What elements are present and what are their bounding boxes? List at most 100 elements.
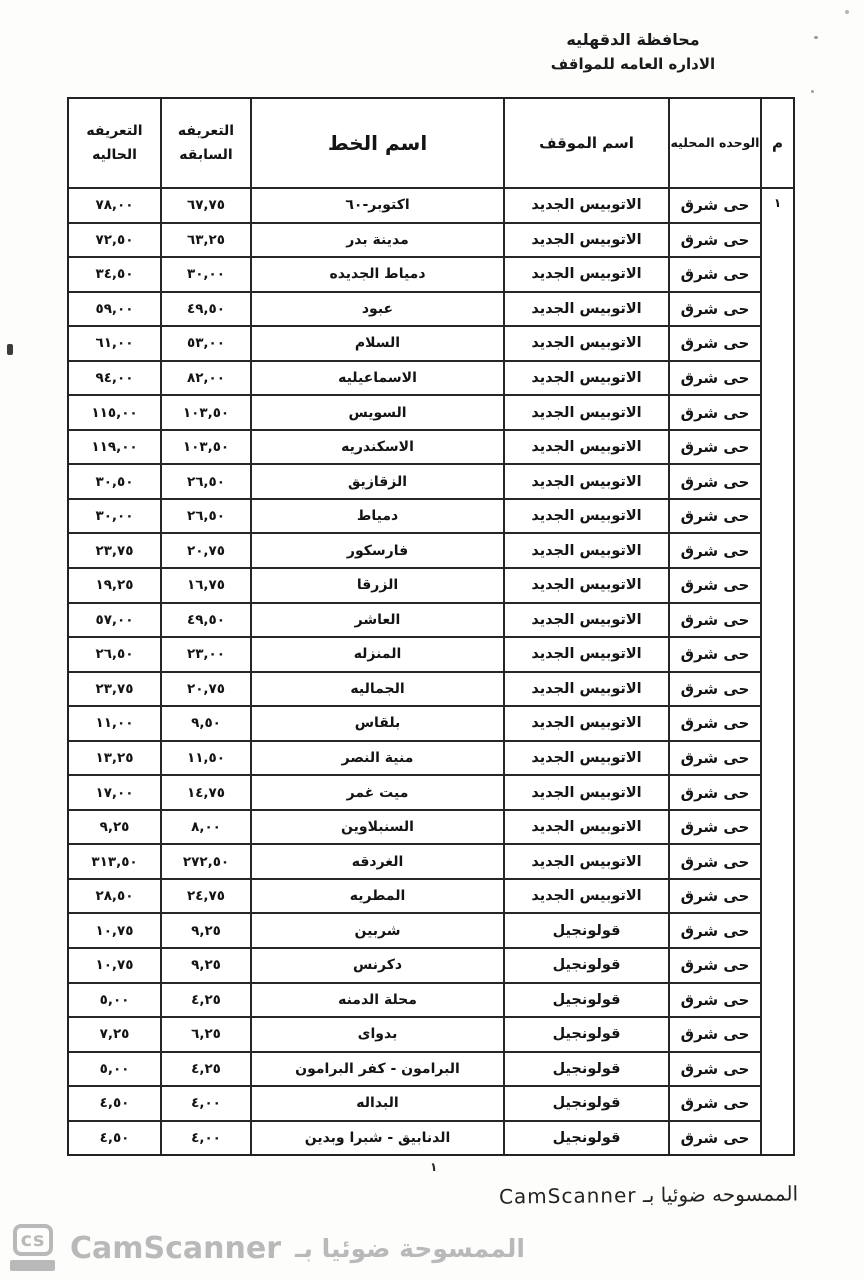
previous-fare-cell: ٤,٠٠ (160, 1085, 250, 1120)
current-fare-cell: ٤,٥٠ (69, 1085, 160, 1120)
previous-fare-cell: ٢٠,٧٥ (160, 532, 250, 568)
line-name-cell: اكتوبر-٦٠ (250, 187, 503, 222)
unit-cell: حى شرق (668, 877, 760, 913)
unit-cell: حى شرق (668, 256, 760, 291)
current-fare-cell: ١٧,٠٠ (69, 774, 160, 809)
current-fare-cell: ١٣,٢٥ (69, 739, 160, 775)
stop-name-cell: الاتوبيس الجديد (503, 187, 668, 222)
current-fare-cell: ١٠,٧٥ (69, 912, 160, 947)
stop-name-cell: قولونجيل (503, 1085, 668, 1120)
stop-name-cell: الاتوبيس الجديد (503, 359, 668, 395)
line-name-cell: العاشر (250, 601, 503, 637)
line-name-cell: دمياط الجديده (250, 256, 503, 291)
unit-cell: حى شرق (668, 601, 760, 637)
line-name-cell: السويس (250, 394, 503, 429)
previous-fare-cell: ١٤,٧٥ (160, 774, 250, 809)
line-name-cell: البرامون - كفر البرامون (250, 1050, 503, 1086)
stop-name-cell: الاتوبيس الجديد (503, 739, 668, 775)
previous-fare-cell: ٨٢,٠٠ (160, 359, 250, 395)
previous-fare-cell: ٨,٠٠ (160, 808, 250, 844)
stop-name-cell: الاتوبيس الجديد (503, 394, 668, 429)
line-name-cell: البداله (250, 1085, 503, 1120)
scan-speck (7, 344, 13, 355)
previous-fare-cell: ٤,٢٥ (160, 981, 250, 1017)
line-name-cell: السنبلاوين (250, 808, 503, 844)
col-header-line-name: اسم الخط (250, 99, 503, 187)
previous-fare-cell: ٩,٢٥ (160, 912, 250, 948)
department-title: الاداره العامه للمواقف (550, 55, 716, 73)
line-name-cell: شربين (250, 912, 503, 948)
stop-name-cell: الاتوبيس الجديد (503, 428, 668, 464)
current-fare-cell: ٣٠,٠٠ (69, 497, 160, 533)
previous-fare-cell: ١١,٥٠ (160, 739, 250, 775)
scan-speck (814, 36, 818, 39)
stop-name-cell: قولونجيل (503, 1016, 668, 1051)
col-header-previous-tariff: التعريفه السابقه (160, 99, 250, 187)
stop-name-cell: الاتوبيس الجديد (503, 463, 668, 498)
current-fare-cell: ٦١,٠٠ (69, 325, 160, 360)
unit-cell: حى شرق (668, 1085, 760, 1120)
current-fare-cell: ٩٤,٠٠ (69, 359, 160, 395)
previous-fare-cell: ١٦,٧٥ (160, 567, 250, 602)
unit-cell: حى شرق (668, 808, 760, 844)
line-name-cell: الزقازيق (250, 463, 503, 498)
current-fare-cell: ١١,٠٠ (69, 705, 160, 740)
unit-cell: حى شرق (668, 705, 760, 740)
col-header-serial: م (760, 99, 793, 187)
previous-fare-cell: ٢٤,٧٥ (160, 877, 250, 913)
unit-cell: حى شرق (668, 1050, 760, 1086)
previous-fare-cell: ١٠٣,٥٠ (160, 428, 250, 464)
current-fare-cell: ١٩,٢٥ (69, 567, 160, 602)
current-fare-cell: ١١٩,٠٠ (69, 428, 160, 464)
line-name-cell: الغردقه (250, 843, 503, 878)
unit-cell: حى شرق (668, 567, 760, 602)
handwritten-scan-note: الممسوحه ضوئيا بـ CamScanner (498, 1181, 799, 1209)
current-fare-cell: ٣١٣,٥٠ (69, 843, 160, 878)
previous-fare-cell: ٤٩,٥٠ (160, 601, 250, 637)
current-fare-cell: ٧,٢٥ (69, 1016, 160, 1051)
stop-name-cell: الاتوبيس الجديد (503, 256, 668, 291)
line-name-cell: دمياط (250, 497, 503, 533)
stop-name-cell: قولونجيل (503, 1050, 668, 1086)
previous-fare-cell: ٢٧٢,٥٠ (160, 843, 250, 878)
current-fare-cell: ١٠,٧٥ (69, 947, 160, 982)
unit-cell: حى شرق (668, 1016, 760, 1051)
line-name-cell: منية النصر (250, 739, 503, 775)
previous-fare-cell: ٢٦,٥٠ (160, 497, 250, 533)
unit-cell: حى شرق (668, 636, 760, 671)
previous-fare-cell: ٢٣,٠٠ (160, 636, 250, 671)
watermark-arabic-text: الممسوحة ضوئيا بـ (295, 1233, 525, 1263)
current-fare-cell: ٥,٠٠ (69, 1050, 160, 1086)
previous-fare-cell: ٢٠,٧٥ (160, 670, 250, 706)
line-name-cell: عبود (250, 290, 503, 326)
line-name-cell: دكرنس (250, 947, 503, 982)
unit-cell: حى شرق (668, 981, 760, 1017)
current-fare-cell: ٥٩,٠٠ (69, 290, 160, 326)
stop-name-cell: الاتوبيس الجديد (503, 774, 668, 809)
stop-name-cell: الاتوبيس الجديد (503, 877, 668, 913)
governorate-title: محافظة الدقهليه (566, 30, 700, 49)
col-header-stop-name: اسم الموقف (503, 99, 668, 187)
unit-cell: حى شرق (668, 187, 760, 222)
stop-name-cell: الاتوبيس الجديد (503, 705, 668, 740)
previous-fare-cell: ٩,٢٥ (160, 947, 250, 982)
previous-fare-cell: ٩,٥٠ (160, 705, 250, 740)
unit-cell: حى شرق (668, 497, 760, 533)
current-fare-cell: ٢٣,٧٥ (69, 532, 160, 567)
previous-fare-cell: ٤,٢٥ (160, 1050, 250, 1086)
current-fare-cell: ٣٤,٥٠ (69, 256, 160, 291)
line-name-cell: بدواى (250, 1016, 503, 1051)
line-name-cell: السلام (250, 325, 503, 360)
camscanner-watermark: cs CamScanner الممسوحة ضوئيا بـ (10, 1222, 525, 1274)
previous-fare-cell: ٦,٢٥ (160, 1016, 250, 1051)
fare-table: م الوحده المحليه اسم الموقف اسم الخط الت… (67, 97, 795, 1157)
current-fare-cell: ٩,٢٥ (69, 808, 160, 844)
cs-logo-text: cs (13, 1224, 53, 1256)
line-name-cell: الزرقا (250, 567, 503, 602)
line-name-cell: الدنابيق - شبرا وبدين (250, 1119, 503, 1155)
stop-name-cell: قولونجيل (503, 947, 668, 982)
current-fare-cell: ٧٨,٠٠ (69, 187, 160, 222)
scan-speck (811, 90, 814, 93)
line-name-cell: فارسكور (250, 532, 503, 568)
stop-name-cell: قولونجيل (503, 981, 668, 1017)
